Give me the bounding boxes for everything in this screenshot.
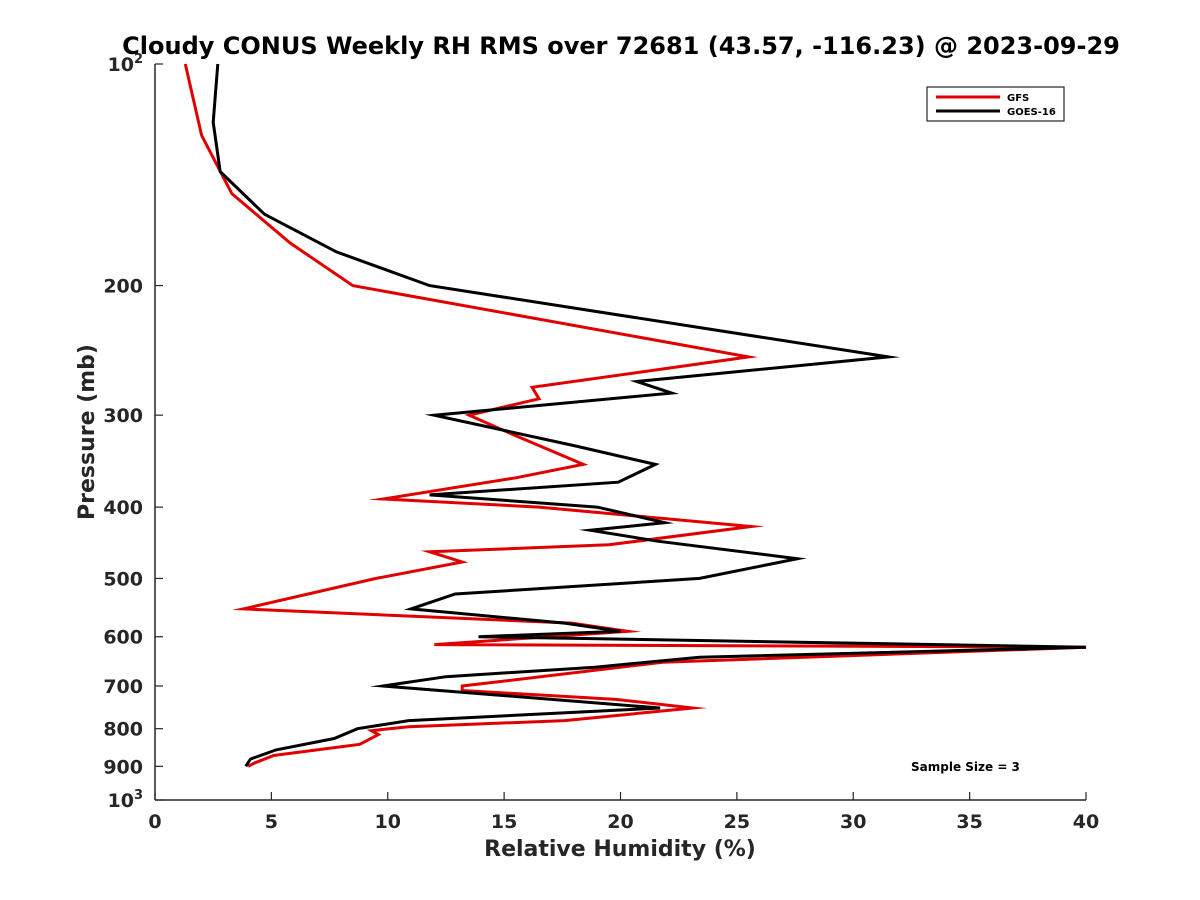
- x-tick-label: 15: [491, 811, 517, 833]
- legend-box: [926, 86, 1065, 122]
- x-tick-label: 30: [840, 811, 866, 833]
- series-layer: [183, 63, 1087, 768]
- y-tick-label: 103: [108, 788, 144, 812]
- series-line-gfs: [183, 63, 1087, 768]
- y-tick-label: 600: [103, 627, 143, 649]
- x-tick-label: 10: [375, 811, 401, 833]
- y-tick-label: 200: [103, 276, 143, 298]
- x-tick-label: 20: [607, 811, 633, 833]
- axis-ticks: 0 5 10 15 20 25 30 35 40 102 200 300 400 500 600 700 800…: [103, 52, 1099, 833]
- y-tick-label: 300: [103, 405, 143, 427]
- y-tick-label: 700: [103, 676, 143, 698]
- chart-title: Cloudy CONUS Weekly RH RMS over 72681 (4…: [122, 32, 1120, 60]
- y-axis-label: Pressure (mb): [75, 344, 100, 520]
- x-tick-label: 25: [724, 811, 750, 833]
- y-tick-label: 500: [103, 568, 143, 590]
- y-tick-label: 102: [108, 52, 144, 76]
- x-tick-label: 0: [148, 811, 161, 833]
- y-tick-label: 400: [103, 497, 143, 519]
- x-tick-label: 5: [265, 811, 278, 833]
- legend-label: GOES-16: [1007, 107, 1056, 118]
- legend: GFS GOES-16: [926, 86, 1065, 122]
- legend-label: GFS: [1007, 93, 1029, 104]
- x-axis-label: Relative Humidity (%): [484, 837, 756, 862]
- sample-size-annotation: Sample Size = 3: [911, 760, 1020, 774]
- plot-area: [154, 64, 1086, 801]
- x-tick-label: 35: [956, 811, 982, 833]
- series-line-goes-16: [211, 63, 1087, 768]
- y-tick-label: 900: [103, 756, 143, 778]
- x-tick-label: 40: [1073, 811, 1099, 833]
- y-tick-label: 800: [103, 719, 143, 741]
